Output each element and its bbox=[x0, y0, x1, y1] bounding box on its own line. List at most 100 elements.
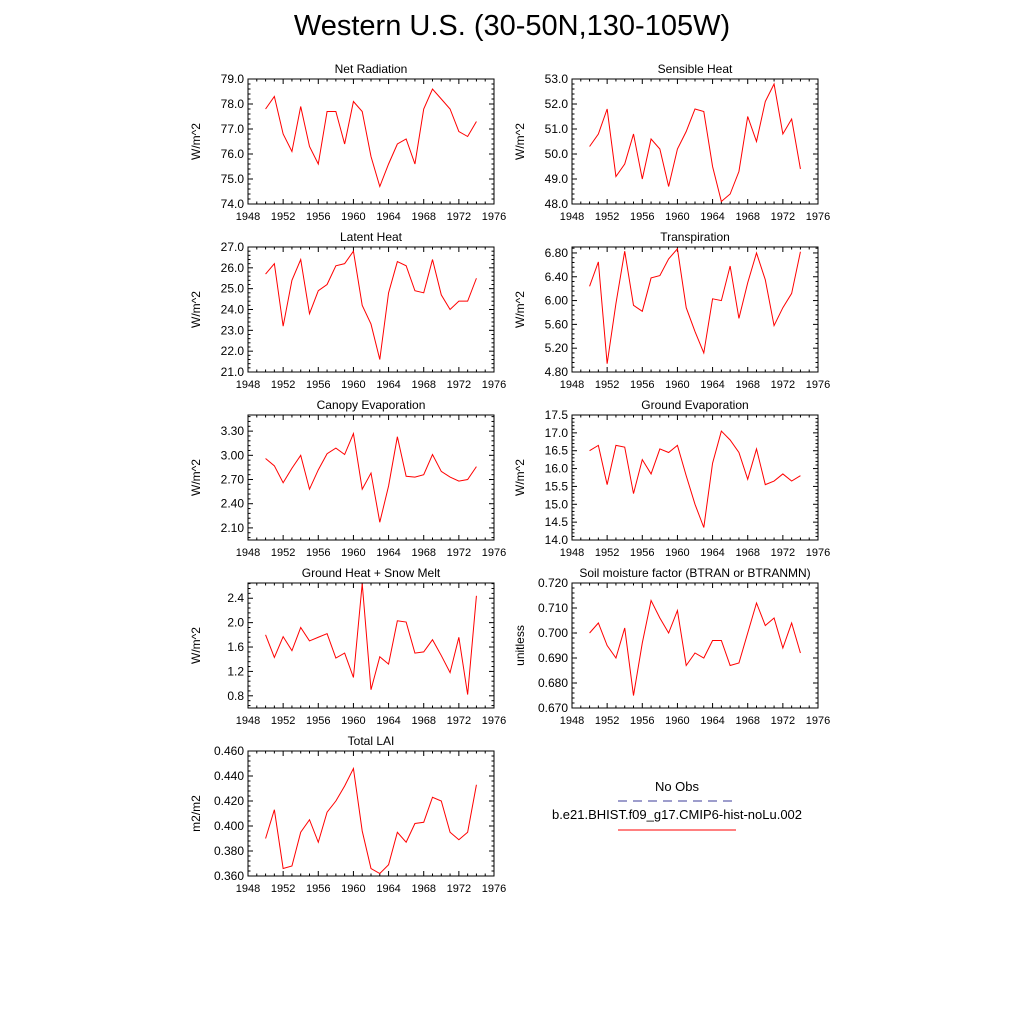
x-tick-label: 1976 bbox=[806, 715, 830, 727]
y-tick-label: 6.80 bbox=[545, 246, 569, 260]
panel-title: Sensible Heat bbox=[658, 62, 733, 76]
x-tick-label: 1952 bbox=[595, 547, 619, 559]
y-axis-label: m2/m2 bbox=[189, 795, 203, 832]
panel-title: Ground Heat + Snow Melt bbox=[302, 566, 441, 580]
y-tick-label: 2.4 bbox=[227, 591, 244, 605]
x-tick-label: 1968 bbox=[411, 547, 435, 559]
y-tick-label: 27.0 bbox=[221, 240, 245, 254]
x-tick-label: 1948 bbox=[236, 547, 260, 559]
x-tick-label: 1972 bbox=[771, 211, 795, 223]
y-tick-label: 14.5 bbox=[545, 515, 569, 529]
x-tick-label: 1948 bbox=[236, 715, 260, 727]
x-tick-label: 1956 bbox=[306, 211, 330, 223]
y-tick-label: 0.720 bbox=[538, 576, 568, 590]
plot-frame bbox=[247, 750, 495, 877]
y-tick-label: 15.5 bbox=[545, 479, 569, 493]
x-tick-label: 1956 bbox=[306, 883, 330, 895]
y-tick-label: 0.700 bbox=[538, 626, 568, 640]
panel-1: 1948 1952 1956 1960 1964 1968 1972 1976 74.0 75.0… bbox=[189, 62, 506, 223]
y-tick-label: 22.0 bbox=[221, 344, 245, 358]
y-tick-label: 78.0 bbox=[221, 97, 245, 111]
x-tick-label: 1972 bbox=[447, 547, 471, 559]
x-tick-label: 1968 bbox=[411, 883, 435, 895]
x-tick-label: 1952 bbox=[271, 883, 295, 895]
x-tick-label: 1972 bbox=[447, 883, 471, 895]
y-tick-label: 15.0 bbox=[545, 497, 569, 511]
series-line bbox=[265, 766, 477, 875]
y-tick-label: 52.0 bbox=[545, 97, 569, 111]
x-tick-label: 1972 bbox=[447, 379, 471, 391]
x-tick-label: 1960 bbox=[341, 379, 365, 391]
y-tick-label: 17.0 bbox=[545, 426, 569, 440]
x-tick-label: 1968 bbox=[411, 379, 435, 391]
x-tick-label: 1948 bbox=[236, 379, 260, 391]
y-tick-label: 2.10 bbox=[221, 521, 245, 535]
series-line bbox=[589, 430, 801, 528]
panel-5: 1948 1952 1956 1960 1964 1968 1972 1976 2.10 2.40… bbox=[189, 398, 506, 559]
y-tick-label: 1.6 bbox=[227, 640, 244, 654]
x-tick-label: 1960 bbox=[341, 715, 365, 727]
x-tick-label: 1968 bbox=[735, 379, 759, 391]
y-tick-label: 6.40 bbox=[545, 270, 569, 284]
plot-frame bbox=[247, 246, 495, 373]
y-axis-label: W/m^2 bbox=[189, 291, 203, 328]
x-tick-label: 1952 bbox=[595, 379, 619, 391]
x-tick-label: 1976 bbox=[482, 379, 506, 391]
series-line bbox=[589, 82, 801, 203]
y-tick-label: 23.0 bbox=[221, 323, 245, 337]
y-axis-label: W/m^2 bbox=[189, 459, 203, 496]
x-tick-label: 1972 bbox=[771, 379, 795, 391]
y-tick-label: 2.70 bbox=[221, 473, 245, 487]
y-tick-label: 0.690 bbox=[538, 651, 568, 665]
y-tick-label: 0.440 bbox=[214, 769, 244, 783]
x-tick-label: 1960 bbox=[341, 547, 365, 559]
x-tick-label: 1948 bbox=[236, 883, 260, 895]
x-tick-label: 1960 bbox=[341, 211, 365, 223]
y-tick-label: 6.00 bbox=[545, 294, 569, 308]
x-tick-label: 1964 bbox=[700, 715, 724, 727]
x-tick-label: 1948 bbox=[560, 211, 584, 223]
panel-title: Latent Heat bbox=[340, 230, 403, 244]
y-tick-label: 16.0 bbox=[545, 462, 569, 476]
y-tick-label: 49.0 bbox=[545, 172, 569, 186]
x-tick-label: 1956 bbox=[306, 715, 330, 727]
panel-4: 1948 1952 1956 1960 1964 1968 1972 1976 4.80 5.20… bbox=[513, 230, 830, 391]
x-tick-label: 1964 bbox=[376, 883, 400, 895]
panel-9: 1948 1952 1956 1960 1964 1968 1972 1976 0.360 0.3… bbox=[189, 734, 506, 895]
x-tick-label: 1964 bbox=[700, 547, 724, 559]
y-tick-label: 16.5 bbox=[545, 444, 569, 458]
x-tick-label: 1964 bbox=[376, 379, 400, 391]
series-line bbox=[265, 88, 477, 189]
panel-title: Canopy Evaporation bbox=[317, 398, 426, 412]
x-tick-label: 1968 bbox=[735, 547, 759, 559]
x-tick-label: 1960 bbox=[665, 211, 689, 223]
y-axis-label: W/m^2 bbox=[513, 291, 527, 328]
x-tick-label: 1964 bbox=[376, 211, 400, 223]
plot-frame bbox=[247, 414, 495, 541]
series-line bbox=[265, 249, 477, 360]
x-tick-label: 1964 bbox=[700, 211, 724, 223]
x-tick-label: 1976 bbox=[482, 211, 506, 223]
y-tick-label: 2.0 bbox=[227, 616, 244, 630]
panel-title: Soil moisture factor (BTRAN or BTRANMN) bbox=[579, 566, 810, 580]
series-line bbox=[265, 583, 477, 695]
main-title: Western U.S. (30-50N,130-105W) bbox=[293, 10, 731, 42]
x-tick-label: 1964 bbox=[700, 379, 724, 391]
panel-7: 1948 1952 1956 1960 1964 1968 1972 1976 0.8 1.2 1.… bbox=[189, 566, 506, 727]
y-axis-label: W/m^2 bbox=[189, 627, 203, 664]
x-tick-label: 1948 bbox=[560, 715, 584, 727]
x-tick-label: 1972 bbox=[771, 715, 795, 727]
y-tick-label: 0.460 bbox=[214, 744, 244, 758]
panel-title: Total LAI bbox=[348, 734, 395, 748]
y-tick-label: 77.0 bbox=[221, 122, 245, 136]
x-tick-label: 1952 bbox=[271, 211, 295, 223]
y-tick-label: 0.360 bbox=[214, 869, 244, 883]
x-tick-label: 1972 bbox=[447, 211, 471, 223]
x-tick-label: 1948 bbox=[236, 211, 260, 223]
legend-case-label: b.e21.BHIST.f09_g17.CMIP6-hist-noLu.002 bbox=[551, 807, 803, 822]
y-tick-label: 4.80 bbox=[545, 365, 569, 379]
legend-header: No Obs bbox=[654, 779, 700, 794]
y-tick-label: 74.0 bbox=[221, 197, 245, 211]
y-tick-label: 0.8 bbox=[227, 689, 244, 703]
